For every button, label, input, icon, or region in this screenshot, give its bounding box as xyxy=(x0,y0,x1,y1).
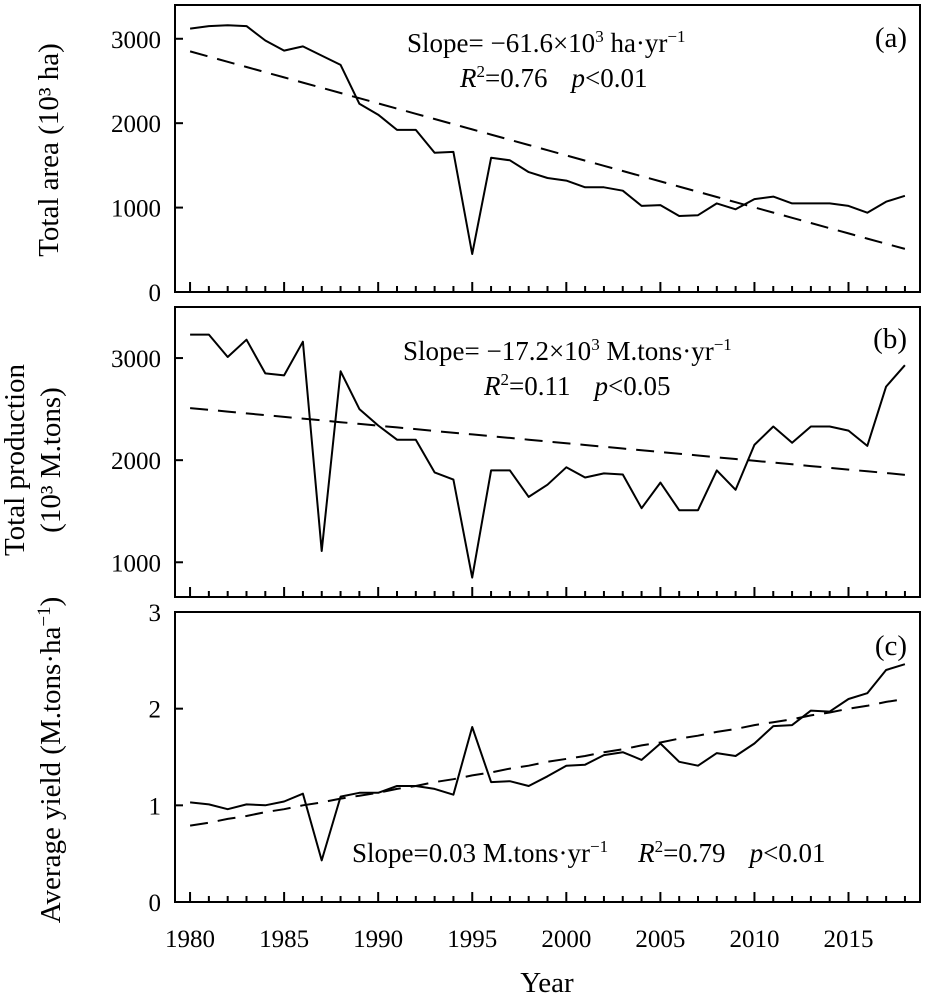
panel-a-p-label: p xyxy=(569,63,585,93)
panel-c-y-tick-label: 3 xyxy=(149,600,162,627)
panel-a-y-ticks: 0 1000 2000 3000 xyxy=(111,27,183,307)
panel-c-trend-line xyxy=(189,698,906,827)
panel-a-y-tick-label: 3000 xyxy=(111,27,161,54)
panel-b-y-label-line2: (10³ M.tons) xyxy=(35,387,67,533)
panel-b: 1000 2000 3000 Total production (10³ M.ton… xyxy=(0,306,921,598)
panel-a-trend-line xyxy=(189,50,906,250)
panel-c-y-tick-label: 1 xyxy=(149,793,162,820)
panel-b-r2-value: =0.11 xyxy=(509,371,570,401)
x-tick-label: 1985 xyxy=(259,926,309,953)
panel-b-fit-stats: R2=0.11 p<0.05 xyxy=(483,370,670,401)
panel-b-trend-line xyxy=(190,407,906,476)
panel-b-r2-exponent: 2 xyxy=(501,370,510,389)
panel-c-observed-series-line xyxy=(189,663,906,862)
x-tick-label: 1995 xyxy=(447,926,497,953)
panel-b-slope-annotation: Slope= −17.2×103 M.tons·yr−1 xyxy=(403,335,732,366)
panel-a-tag: (a) xyxy=(875,22,907,54)
panel-b-y-tick-label: 2000 xyxy=(111,448,161,475)
x-tick-labels: 1980 1985 1990 1995 2000 2005 2010 2015 xyxy=(165,926,873,953)
x-axis-label: Year xyxy=(520,967,574,999)
panel-c-plot xyxy=(189,663,906,862)
panel-a-plot xyxy=(189,24,906,255)
panel-a-x-ticks xyxy=(189,282,906,292)
panel-b-plot xyxy=(190,333,906,579)
panel-c-fit-annotation: Slope=0.03 M.tons·yr−1 R2=0.79 p<0.01 xyxy=(352,837,826,868)
x-tick-label: 2000 xyxy=(541,926,591,953)
panel-a-slope-unit: ha·yr xyxy=(604,28,668,58)
panel-c-slope-exponent: −1 xyxy=(590,837,608,856)
panel-a-observed-series-line xyxy=(189,24,906,255)
panel-a-y-tick-label: 0 xyxy=(149,280,162,307)
panel-a-r2-label: R xyxy=(459,63,477,93)
panel-b-slope-prefix: Slope= −17.2×10 xyxy=(403,336,591,366)
panel-b-y-label-line1: Total production xyxy=(0,363,31,556)
panel-c-slope-text: Slope=0.03 M.tons·yr xyxy=(352,838,590,868)
panel-b-slope-exponent: 3 xyxy=(591,335,600,354)
panel-a-r2-exponent: 2 xyxy=(477,62,486,81)
panel-c-x-ticks xyxy=(189,892,906,902)
panel-b-p-value: <0.05 xyxy=(608,371,670,401)
panel-b-x-ticks xyxy=(189,587,906,597)
panel-b-p-label: p xyxy=(592,371,608,401)
panel-b-y-ticks: 1000 2000 3000 xyxy=(111,346,183,577)
panel-b-y-tick-label: 1000 xyxy=(111,550,161,577)
panel-c-p-label: p xyxy=(748,838,764,868)
panel-a-p-value: <0.01 xyxy=(585,63,647,93)
panel-c-r2-exponent: 2 xyxy=(655,837,664,856)
panel-b-observed-series-line xyxy=(190,333,906,579)
panel-c-y-label-close: ) xyxy=(35,597,67,607)
panel-b-r2-label: R xyxy=(483,371,501,401)
panel-a-fit-stats: R2=0.76 p<0.01 xyxy=(459,62,647,93)
panel-c-tag: (c) xyxy=(875,630,907,662)
x-tick-label: 2005 xyxy=(635,926,685,953)
x-tick-label: 2010 xyxy=(729,926,779,953)
x-tick-label: 2015 xyxy=(824,926,874,953)
panel-c-y-label-text: Average yield (M.tons·ha xyxy=(35,627,67,924)
panel-b-slope-unit: M.tons·yr xyxy=(600,336,714,366)
panel-c-r2-label: R xyxy=(637,838,655,868)
panel-a-slope-annotation: Slope= −61.6×103 ha·yr−1 xyxy=(407,27,686,58)
x-tick-label: 1980 xyxy=(165,926,215,953)
panel-c-y-ticks: 0 1 2 3 xyxy=(149,600,183,917)
panel-a-slope-prefix: Slope= −61.6×10 xyxy=(407,28,595,58)
panel-c-y-tick-label: 2 xyxy=(149,697,162,724)
panel-c-y-label-exponent: −1 xyxy=(34,606,55,626)
panel-c-y-tick-label: 0 xyxy=(149,890,162,917)
x-tick-label: 1990 xyxy=(353,926,403,953)
panel-c-y-label: Average yield (M.tons·ha−1) xyxy=(34,597,67,924)
panel-b-slope-unit-exponent: −1 xyxy=(714,335,732,354)
panel-c-p-value: <0.01 xyxy=(763,838,825,868)
panel-a-r2-value: =0.76 xyxy=(485,63,547,93)
panel-a-slope-exponent: 3 xyxy=(595,27,604,46)
panel-a: 0 1000 2000 3000 Total area (10³ ha) (a) Sl… xyxy=(33,4,921,307)
panel-a-y-label: Total area (10³ ha) xyxy=(33,43,65,257)
panel-a-slope-unit-exponent: −1 xyxy=(667,27,685,46)
panel-c-r2-value: =0.79 xyxy=(663,838,725,868)
panel-b-tag: (b) xyxy=(873,323,907,355)
panel-a-y-tick-label: 2000 xyxy=(111,111,161,138)
panel-b-y-tick-label: 3000 xyxy=(111,346,161,373)
panel-a-y-tick-label: 1000 xyxy=(111,196,161,223)
